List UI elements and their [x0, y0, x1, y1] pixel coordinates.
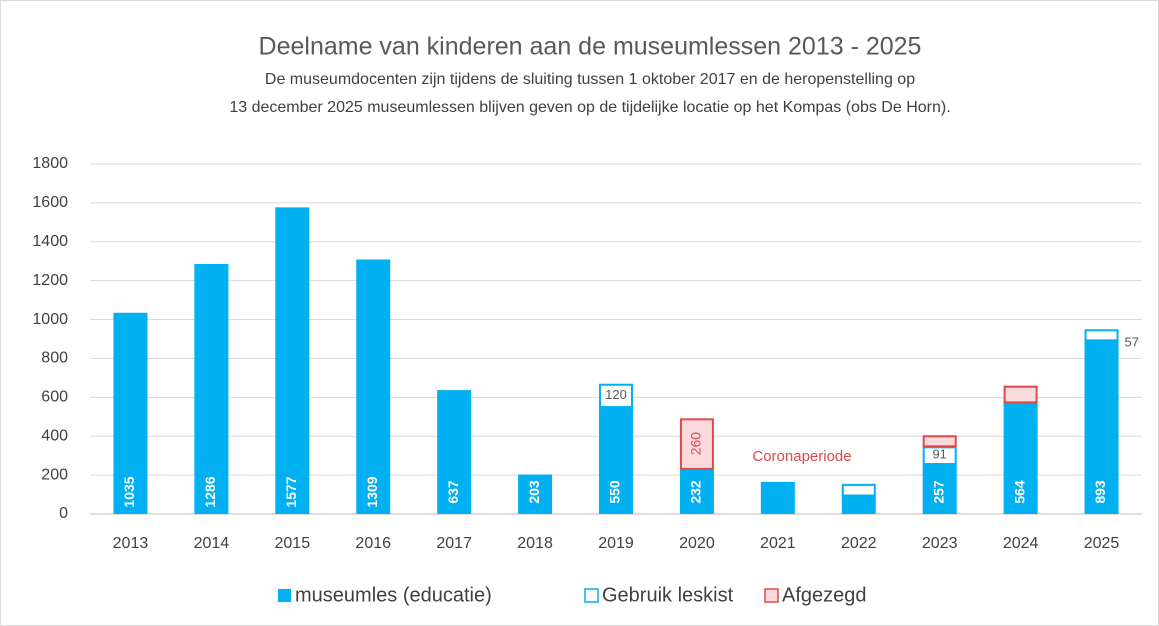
data-label: 91 — [932, 447, 946, 462]
legend-swatch — [584, 588, 599, 603]
data-label: 1035 — [121, 476, 137, 507]
x-tick-label: 2017 — [436, 535, 472, 552]
bar-segment — [356, 259, 391, 514]
x-tick-label: 2013 — [113, 535, 149, 552]
data-label: 637 — [445, 480, 461, 504]
chart-title: Deelname van kinderen aan de museumlesse… — [259, 33, 922, 61]
bar-segment — [922, 464, 957, 514]
bar-segment — [679, 468, 714, 514]
data-label: 1309 — [364, 476, 380, 507]
y-tick-label: 1400 — [32, 233, 68, 250]
y-tick-label: 0 — [59, 505, 68, 522]
y-tick-label: 1800 — [32, 155, 68, 172]
bar-segment — [599, 407, 633, 514]
legend-label: Afgezegd — [782, 584, 867, 606]
data-label: 57 — [1125, 334, 1139, 349]
annotation: Coronaperiode — [752, 448, 851, 465]
y-tick-label: 1200 — [32, 272, 68, 289]
bar-segment — [437, 390, 472, 514]
bar-segment — [1084, 340, 1119, 514]
bar-segment — [760, 481, 795, 514]
data-label: 893 — [1092, 480, 1108, 504]
x-tick-label: 2014 — [194, 535, 230, 552]
bar-segment — [922, 446, 957, 466]
bar-segment — [679, 418, 714, 470]
chart-subtitle: De museumdocenten zijn tijdens de sluiti… — [265, 71, 915, 88]
bar-segment — [599, 383, 633, 409]
legend-label: Gebruik leskist — [602, 584, 734, 606]
y-tick-label: 800 — [41, 350, 68, 367]
bar-segment — [194, 263, 229, 514]
x-tick-label: 2020 — [679, 535, 715, 552]
legend-swatch — [278, 589, 291, 602]
data-label: 1286 — [202, 476, 218, 507]
legend-swatch — [764, 588, 779, 603]
x-tick-label: 2018 — [517, 535, 553, 552]
x-tick-label: 2024 — [1003, 535, 1039, 552]
x-tick-label: 2025 — [1084, 535, 1120, 552]
legend-label: museumles (educatie) — [295, 584, 492, 606]
x-tick-label: 2022 — [841, 535, 877, 552]
data-label: 1577 — [283, 476, 299, 507]
x-tick-label: 2023 — [922, 535, 958, 552]
data-label: 120 — [605, 387, 627, 402]
bar-segment — [841, 495, 876, 514]
bar-segment — [1003, 404, 1038, 514]
x-tick-label: 2016 — [355, 535, 391, 552]
bar-segment — [1084, 329, 1119, 342]
chart-subtitle: 13 december 2025 museumlessen blijven ge… — [229, 99, 950, 116]
bar-segment — [922, 435, 957, 448]
y-tick-label: 400 — [41, 427, 68, 444]
data-label: 257 — [930, 480, 946, 504]
x-tick-label: 2019 — [598, 535, 634, 552]
data-label: 564 — [1011, 480, 1027, 504]
y-tick-label: 1000 — [32, 311, 68, 328]
x-tick-label: 2015 — [275, 535, 311, 552]
bar-segment — [841, 483, 876, 497]
y-tick-label: 1600 — [32, 194, 68, 211]
y-tick-label: 600 — [41, 389, 68, 406]
data-label: 232 — [688, 480, 704, 504]
bar-segment — [1003, 402, 1038, 406]
y-tick-label: 200 — [41, 466, 68, 483]
data-label: 550 — [607, 480, 623, 504]
bar-segment — [113, 312, 148, 514]
data-label: 203 — [526, 480, 542, 504]
data-label: 260 — [688, 432, 704, 456]
bar-segment — [275, 207, 310, 514]
bar-segment — [518, 474, 553, 514]
bar-segment — [1003, 385, 1038, 404]
x-tick-label: 2021 — [760, 535, 796, 552]
